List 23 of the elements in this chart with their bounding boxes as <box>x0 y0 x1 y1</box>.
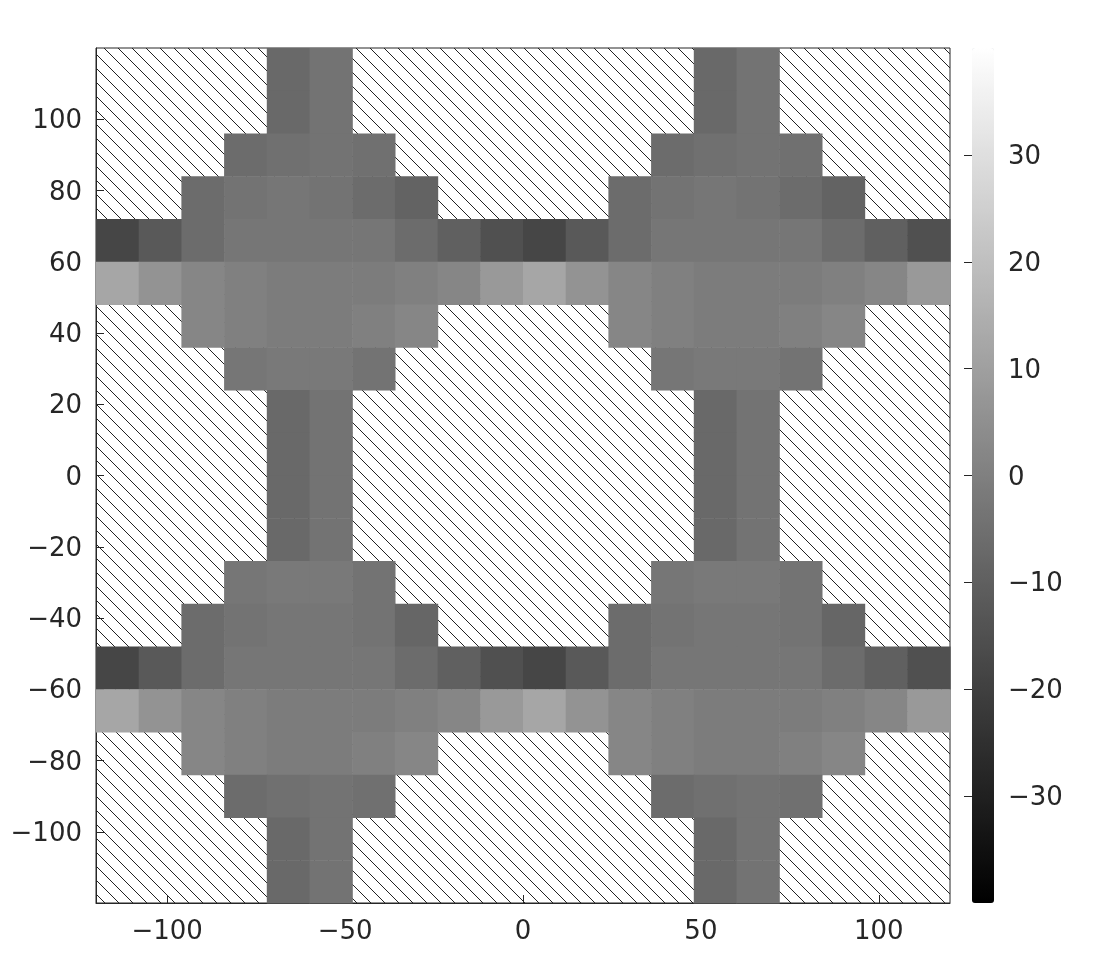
color-bar-label: 20 <box>1008 246 1042 277</box>
y-tick-label: 80 <box>48 175 82 206</box>
y-tick-label: −20 <box>27 531 82 562</box>
y-tick-label: −60 <box>27 674 82 705</box>
y-tick-label: −100 <box>10 816 82 847</box>
x-tick-label: 100 <box>854 915 904 945</box>
y-tick-label: 40 <box>48 318 82 348</box>
y-tick-label: −80 <box>27 745 82 776</box>
y-tick-label: 0 <box>65 460 82 491</box>
y-tick-label: 20 <box>48 389 82 420</box>
y-tick-label: 100 <box>32 104 82 135</box>
color-bar-label: 10 <box>1008 353 1042 384</box>
color-bar-label: −30 <box>1008 781 1063 812</box>
y-tick-label: 60 <box>48 246 82 277</box>
x-tick-label: −100 <box>131 915 203 945</box>
x-tick-label: −50 <box>317 915 373 945</box>
x-tick-label: 0 <box>514 915 532 945</box>
color-bar-label: 30 <box>1008 139 1042 170</box>
color-bar-label: 0 <box>1008 460 1025 491</box>
y-tick-label: −40 <box>27 603 82 633</box>
color-bar-label: −20 <box>1008 674 1063 705</box>
x-tick-label: 50 <box>684 915 718 945</box>
color-bar-label: −10 <box>1008 567 1063 598</box>
